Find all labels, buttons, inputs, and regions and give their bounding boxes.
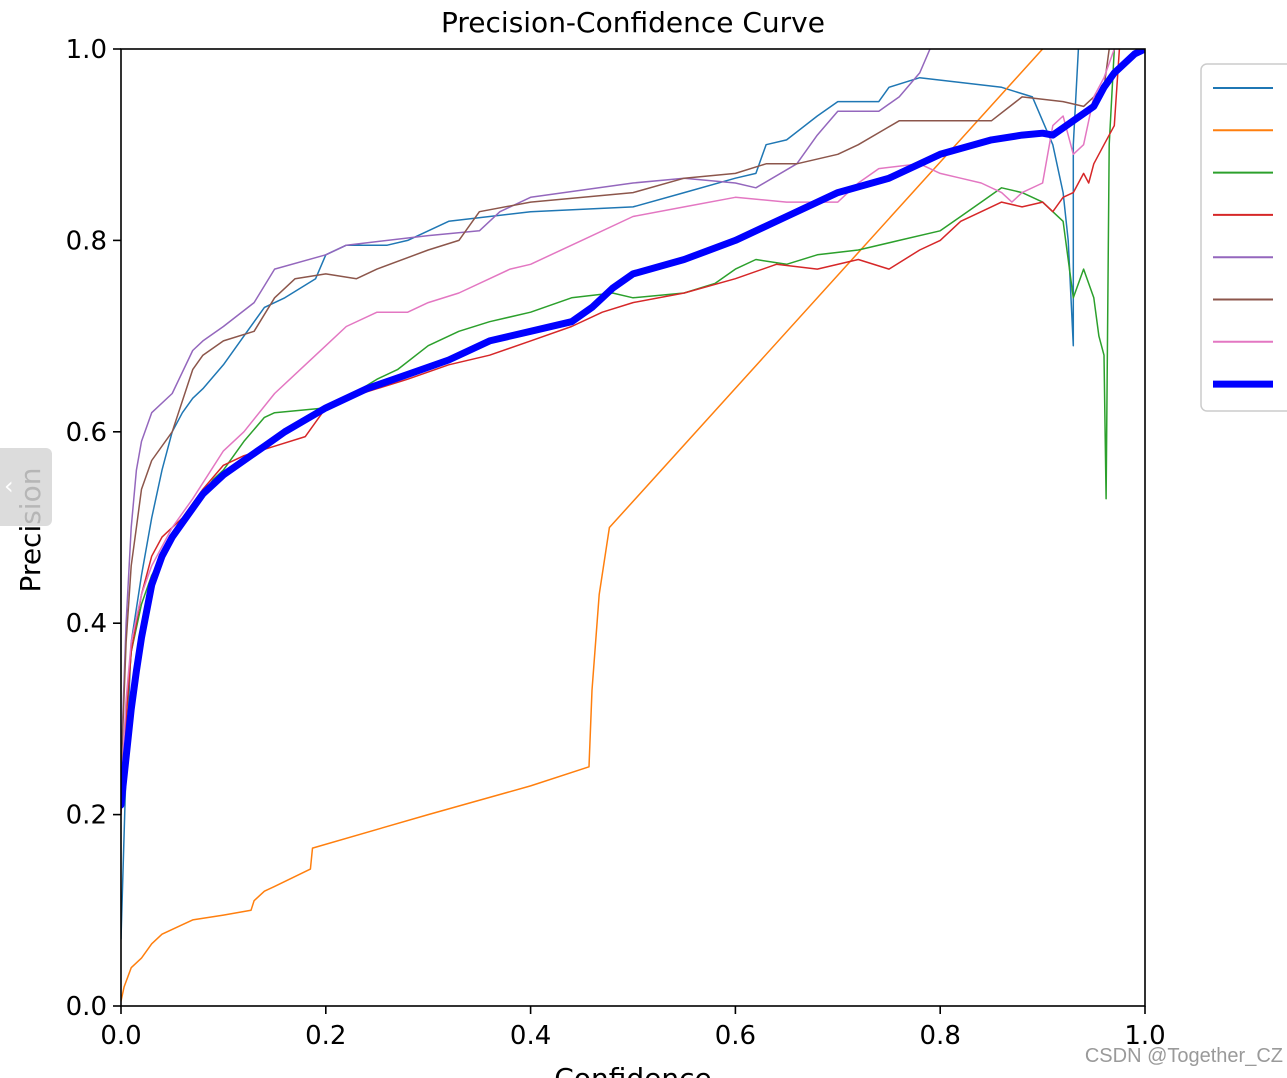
series-line-8 [121, 49, 1145, 809]
x-tick-label: 0.2 [305, 1021, 346, 1051]
x-tick-label: 0.6 [715, 1021, 756, 1051]
y-tick-label: 0.2 [66, 801, 107, 831]
x-tick-label: 0.8 [920, 1021, 961, 1051]
legend-box [1200, 63, 1287, 412]
y-tick-label: 0.8 [66, 226, 107, 256]
series-line-3 [121, 49, 1116, 797]
x-axis: 0.0 0.2 0.4 0.6 0.8 1.0 [100, 1006, 1166, 1051]
series-line-1 [121, 49, 1080, 940]
y-axis: 0.0 0.2 0.4 0.6 0.8 1.0 [66, 35, 121, 1022]
y-tick-label: 0.0 [66, 992, 107, 1022]
x-axis-label: Confidence [554, 1062, 711, 1078]
series-line-5 [121, 49, 931, 768]
x-tick-label: 0.4 [510, 1021, 551, 1051]
collapse-tab[interactable]: ‹ [0, 448, 52, 526]
series-line-2 [121, 49, 1044, 1002]
y-tick-label: 0.6 [66, 418, 107, 448]
series-line-6 [121, 49, 1110, 778]
y-tick-label: 1.0 [66, 35, 107, 65]
plot-frame [120, 48, 1146, 1007]
chart-title: Precision-Confidence Curve [441, 6, 825, 39]
series-line-4 [121, 49, 1121, 816]
x-tick-label: 0.0 [100, 1021, 141, 1051]
x-tick-label: 1.0 [1124, 1021, 1165, 1051]
legend [1200, 63, 1287, 412]
watermark: CSDN @Together_CZ [1084, 1045, 1283, 1067]
series-line-7 [121, 49, 1116, 797]
y-tick-label: 0.4 [66, 609, 107, 639]
chevron-left-icon: ‹ [4, 472, 14, 500]
